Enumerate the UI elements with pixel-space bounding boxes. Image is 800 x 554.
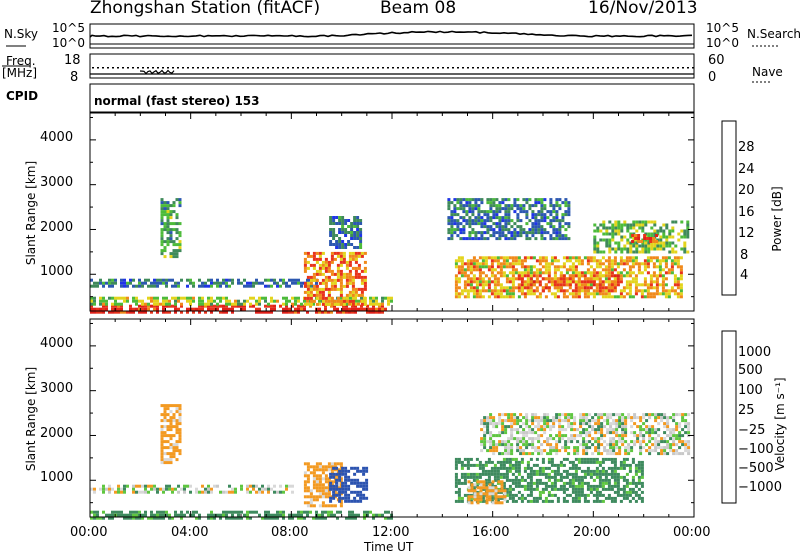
freq-unit: [MHz] — [2, 66, 38, 80]
velocity-ylabel: Slant Range [km] — [24, 366, 38, 472]
velocity-ytick-3000: 3000 — [40, 381, 74, 396]
velocity-region-4 — [329, 466, 369, 503]
nave-label: Nave — [752, 65, 783, 79]
velocity-cb-tick-m25: −25 — [738, 423, 766, 438]
power-region-0 — [90, 304, 387, 314]
power-cb-tick-24: 24 — [738, 162, 755, 177]
cpid-label: CPID — [6, 89, 39, 103]
station-name: Zhongshan Station — [90, 0, 252, 18]
velocity-cb-tick-m1000: −1000 — [738, 480, 782, 495]
velocity-cb-tick-1000: 1000 — [738, 345, 772, 360]
velocity-cb-tick-m500: −500 — [738, 461, 774, 476]
power-cb-tick-4: 4 — [740, 268, 749, 283]
aux-lines — [2, 30, 778, 83]
station-title: Zhongshan Station (fitACF) — [90, 0, 320, 17]
nave-tick-bottom: 0 — [708, 70, 717, 85]
power-region-3 — [160, 198, 182, 259]
power-cb-tick-8: 8 — [740, 248, 749, 263]
velocity-region-0 — [90, 510, 393, 520]
cpid-text: normal (fast stereo) 153 — [94, 94, 260, 108]
velocity-region-1 — [90, 484, 294, 494]
power-region-4 — [303, 251, 367, 306]
xtick-1200: 12:00 — [372, 525, 410, 540]
nsky-label: N.Sky — [4, 27, 39, 41]
nave-tick-top: 60 — [708, 53, 725, 68]
axis-ticks — [89, 113, 695, 517]
nsky-tick-bottom: 10^0 — [52, 36, 85, 50]
power-cb-label: Power [dB] — [770, 186, 784, 252]
power-ylabel: Slant Range [km] — [24, 160, 38, 266]
nsearch-tick-top: 10^5 — [706, 21, 739, 35]
velocity-ytick-2000: 2000 — [40, 426, 74, 441]
power-cb-tick-12: 12 — [738, 226, 755, 241]
velocity-heatmap — [90, 404, 691, 520]
xlabel: Time UT — [364, 540, 414, 554]
xtick-2400: 00:00 — [673, 525, 711, 540]
freq-trace — [139, 69, 175, 75]
xtick-2000: 20:00 — [573, 525, 611, 540]
xtick-1600: 16:00 — [472, 525, 510, 540]
velocity-region-2 — [160, 404, 182, 465]
velocity-ytick-4000: 4000 — [40, 336, 74, 351]
power-region-2 — [90, 278, 318, 288]
power-ytick-1000: 1000 — [40, 264, 74, 279]
date-label: 16/Nov/2013 — [588, 0, 698, 18]
freq-frame — [89, 53, 695, 79]
power-region-1 — [90, 296, 393, 306]
power-region-5 — [329, 216, 363, 249]
nsearch-tick-bottom: 10^0 — [706, 36, 739, 50]
power-region-9 — [593, 220, 690, 254]
power-colorbar-frame — [721, 120, 737, 296]
power-ytick-4000: 4000 — [40, 130, 74, 145]
power-ytick-3000: 3000 — [40, 175, 74, 190]
colorbars — [721, 120, 737, 504]
power-region-10 — [631, 234, 659, 243]
power-region-7 — [517, 274, 620, 293]
velocity-region-7 — [480, 413, 691, 456]
freq-label: Freq. — [6, 54, 36, 68]
power-cb-tick-28: 28 — [738, 140, 755, 155]
velocity-cb-tick-m100: −100 — [738, 442, 774, 457]
velocity-cb-tick-100: 100 — [738, 383, 763, 398]
xtick-0000: 00:00 — [70, 525, 108, 540]
beam-label: Beam 08 — [380, 0, 457, 18]
nsky-trace — [89, 30, 693, 38]
velocity-region-6 — [467, 480, 507, 505]
freq-tick-top: 18 — [64, 53, 81, 68]
xtick-0400: 04:00 — [171, 525, 209, 540]
nsky-frame — [89, 23, 695, 49]
power-ytick-2000: 2000 — [40, 220, 74, 235]
power-cb-tick-20: 20 — [738, 183, 755, 198]
velocity-cb-tick-25: 25 — [738, 403, 755, 418]
cpid-frame — [89, 83, 695, 113]
velocity-colorbar-frame — [721, 330, 737, 504]
velocity-ytick-1000: 1000 — [40, 470, 74, 485]
freq-tick-bottom: 8 — [70, 70, 79, 85]
velocity-cb-tick-500: 500 — [738, 363, 763, 378]
power-heatmap — [90, 198, 690, 314]
station-mode: (fitACF) — [256, 0, 321, 18]
nsearch-label: N.Search — [747, 27, 800, 41]
velocity-cb-label: Velocity [m s⁻¹] — [773, 377, 787, 471]
xtick-0800: 08:00 — [271, 525, 309, 540]
power-cb-tick-16: 16 — [738, 205, 755, 220]
nsky-tick-top: 10^5 — [52, 21, 85, 35]
power-region-8 — [447, 198, 571, 241]
